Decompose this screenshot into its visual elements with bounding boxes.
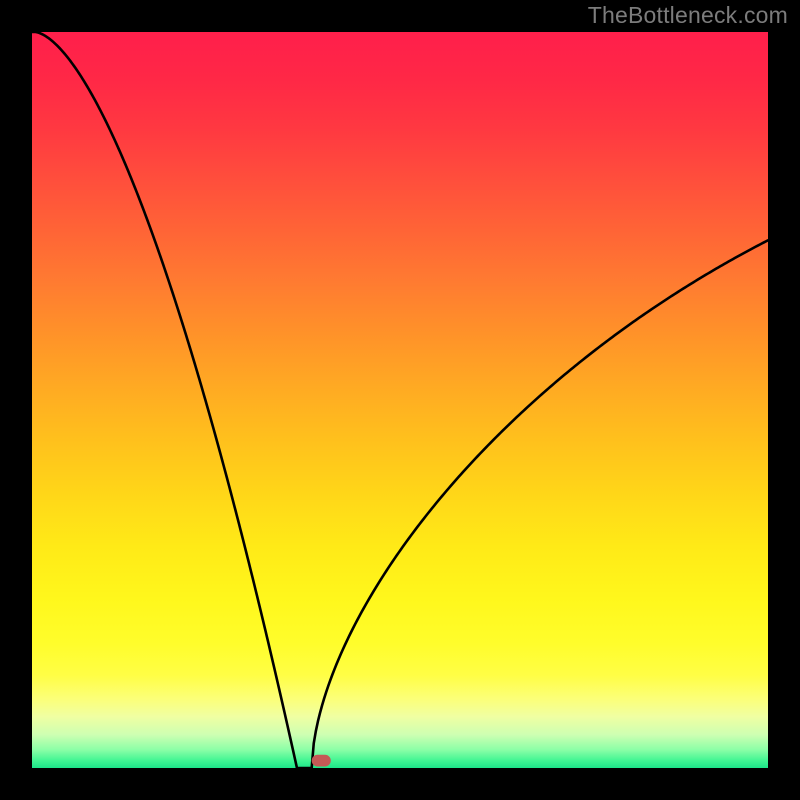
minimum-marker: [312, 755, 331, 767]
watermark-text: TheBottleneck.com: [588, 2, 788, 29]
plot-background: [32, 32, 768, 768]
